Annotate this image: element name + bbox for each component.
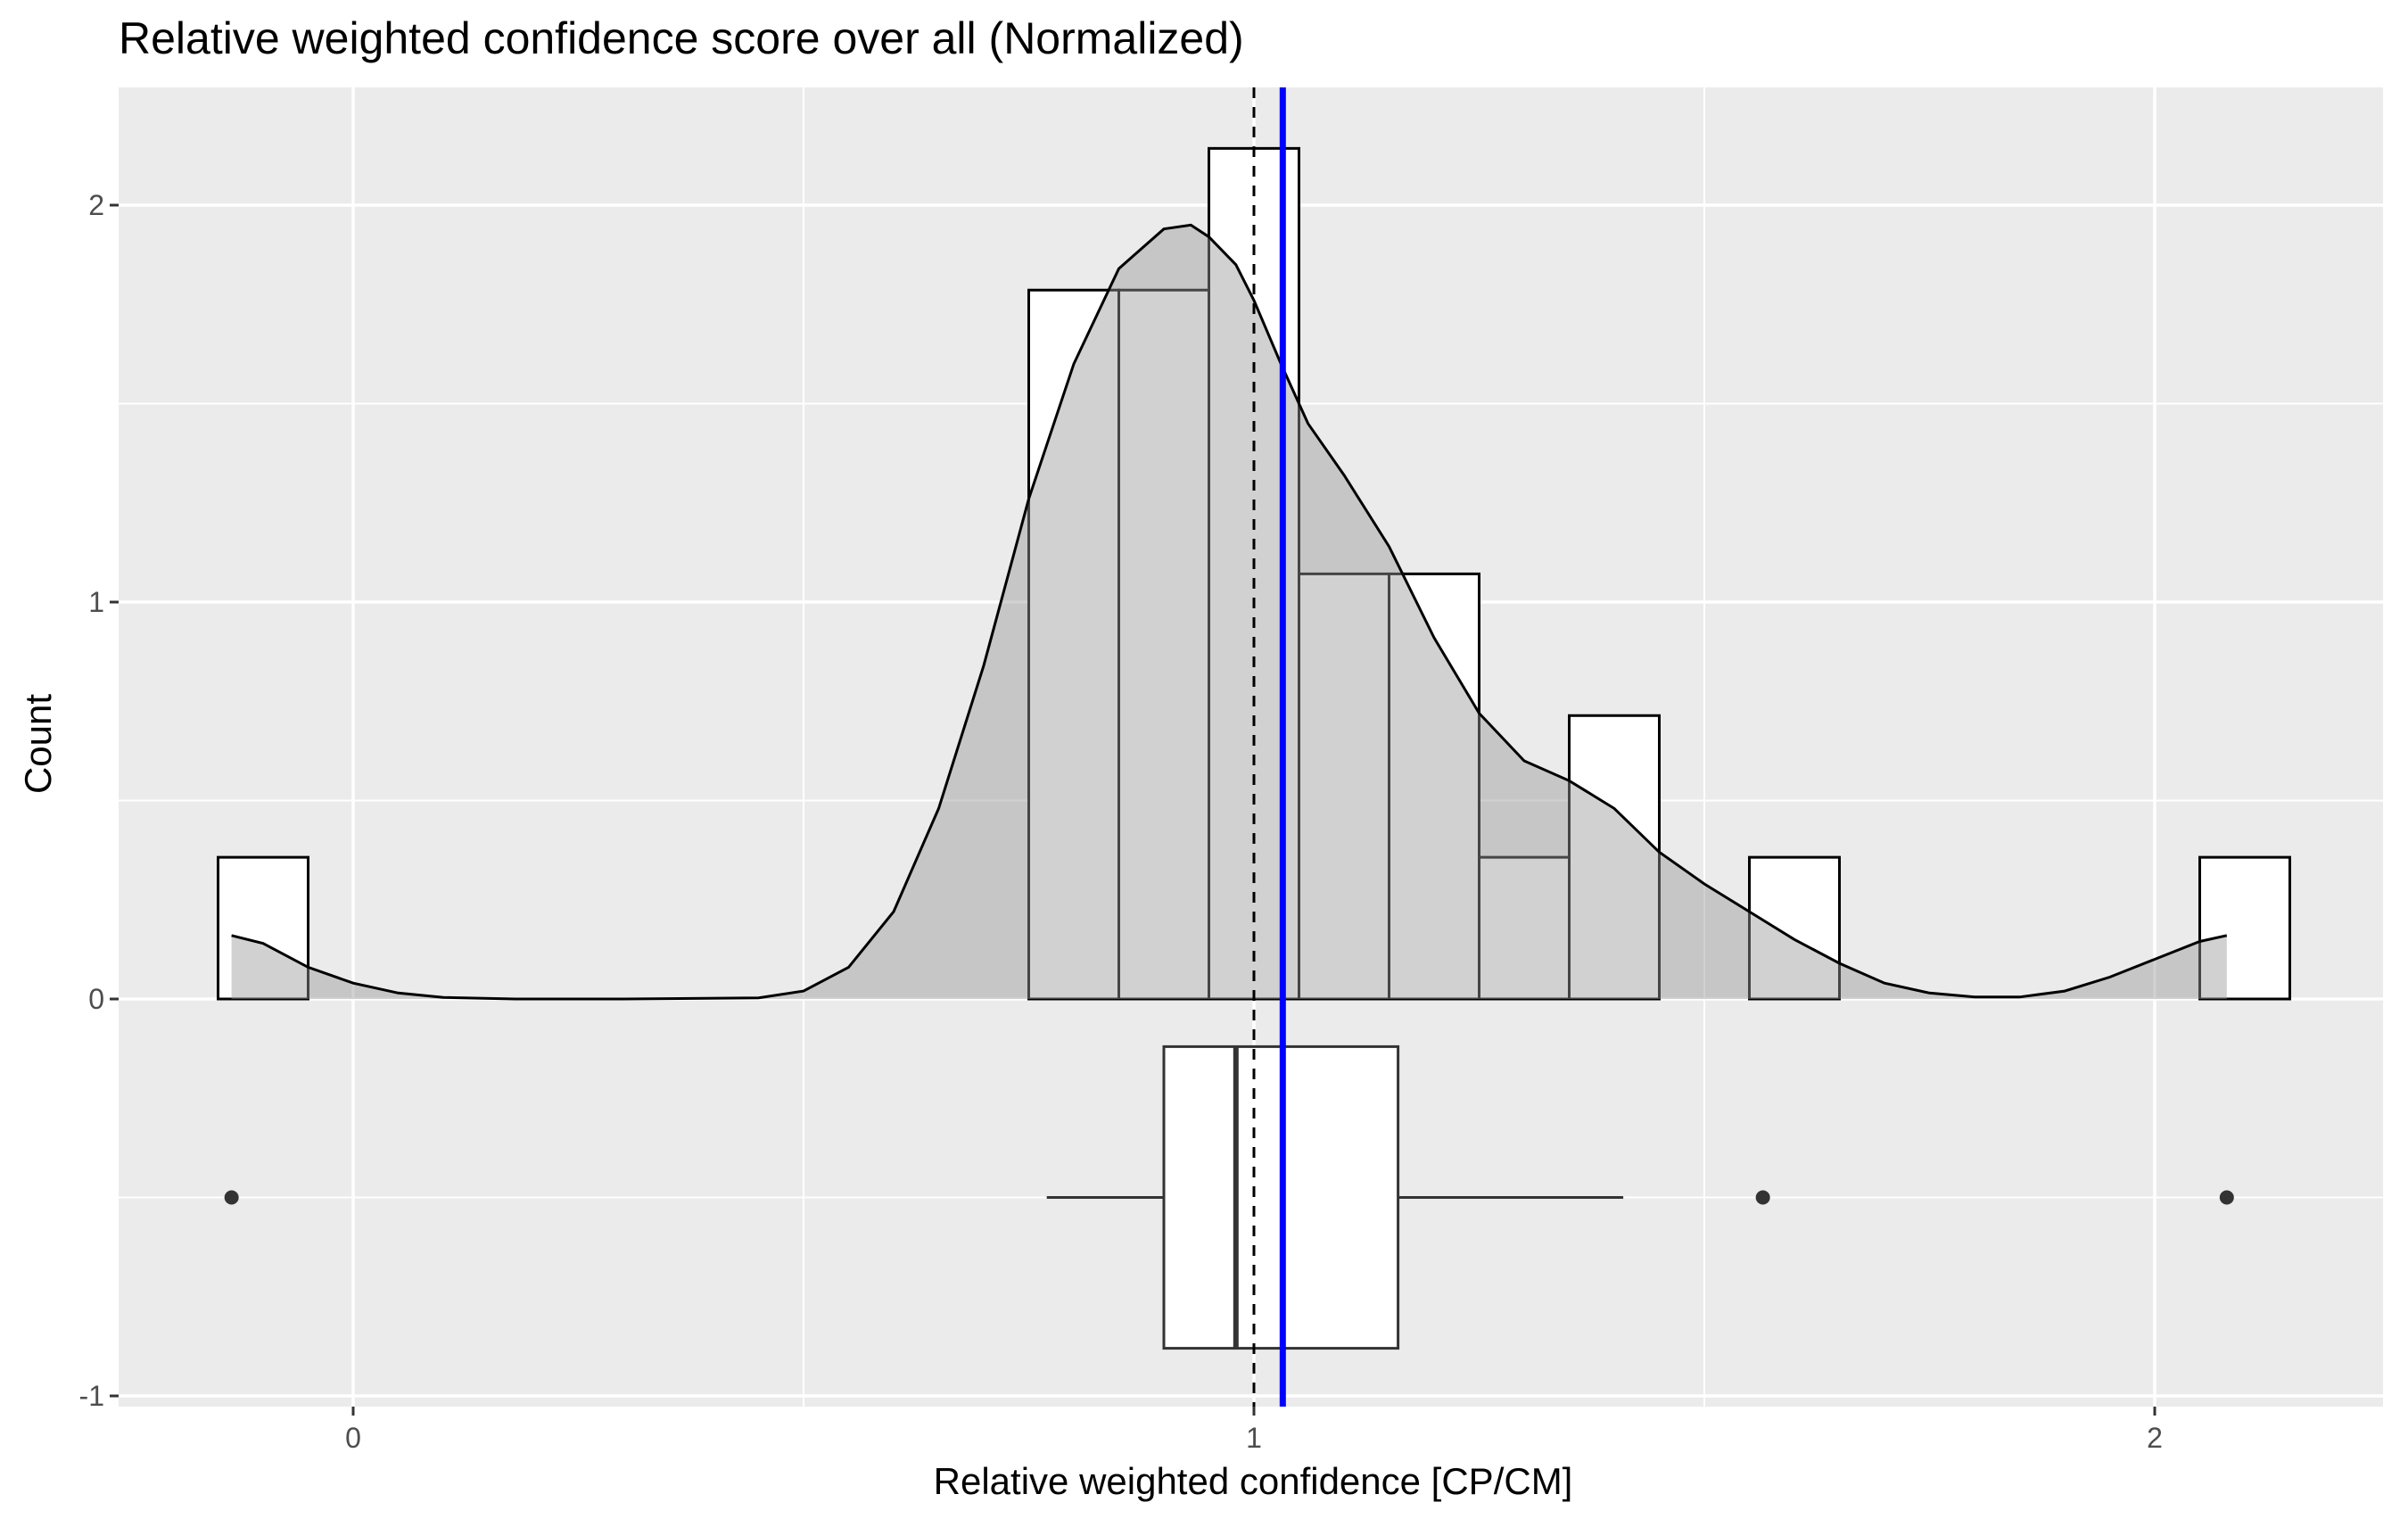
- boxplot-outlier: [1755, 1190, 1770, 1205]
- x-axis-title: Relative weighted confidence [CP/CM]: [934, 1460, 1573, 1502]
- chart-title: Relative weighted confidence score over …: [119, 13, 1244, 63]
- axis-ticks-layer: 0 1 2 -1 0 1 2: [79, 189, 2163, 1454]
- boxplot-outlier: [224, 1190, 239, 1205]
- histogram-bar: [1748, 855, 1841, 1001]
- x-tick-label: 1: [1246, 1422, 1262, 1454]
- density-area: [231, 225, 2227, 1000]
- y-tick-label: 2: [88, 189, 104, 221]
- histogram-bar: [1388, 572, 1480, 1001]
- histogram-bar: [217, 855, 309, 1001]
- histogram-bar: [1117, 288, 1210, 1001]
- x-tick-label: 2: [2147, 1422, 2163, 1454]
- y-axis-title: Count: [17, 694, 59, 794]
- boxplot-outlier: [2219, 1190, 2234, 1205]
- histogram-bar: [2198, 855, 2291, 1001]
- y-tick-label: 0: [88, 983, 104, 1015]
- y-tick-label: 1: [88, 586, 104, 618]
- y-tick-label: -1: [79, 1380, 104, 1412]
- x-tick-label: 0: [345, 1422, 361, 1454]
- histogram-bar: [1568, 714, 1661, 1001]
- histogram-bar: [1478, 855, 1571, 1001]
- histogram-bar: [1298, 572, 1390, 1001]
- reference-lines-layer: [1252, 87, 1286, 1407]
